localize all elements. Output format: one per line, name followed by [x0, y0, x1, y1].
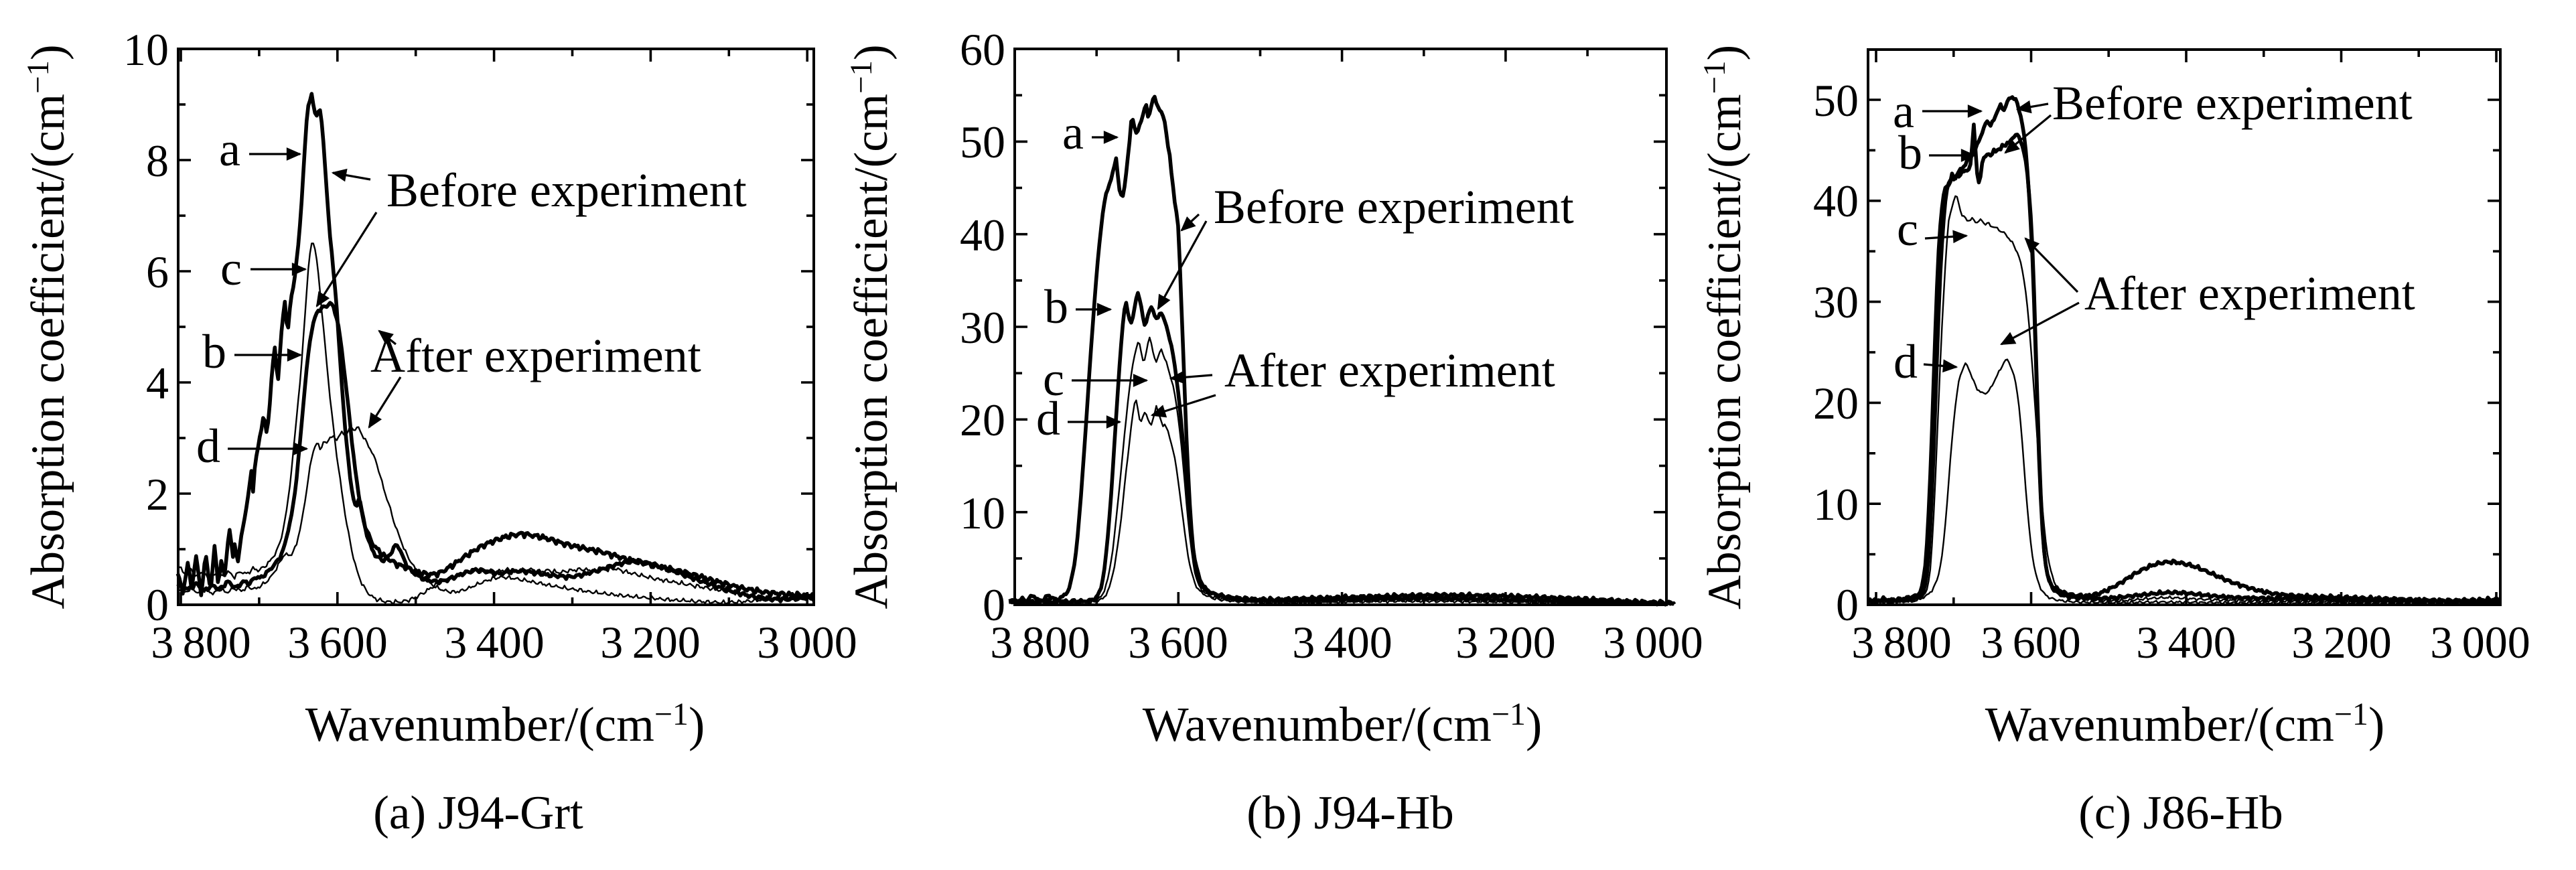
svg-text:8: 8: [146, 135, 169, 186]
svg-text:0: 0: [1836, 579, 1859, 630]
svg-text:a: a: [1893, 84, 1914, 138]
svg-text:3 400: 3 400: [2136, 617, 2236, 668]
svg-text:Absorption coefficient/(cm−1): Absorption coefficient/(cm−1): [21, 44, 74, 609]
svg-text:b: b: [1898, 126, 1922, 179]
svg-text:10: 10: [960, 488, 1005, 538]
svg-text:Wavenumber/(cm−1): Wavenumber/(cm−1): [305, 697, 705, 751]
svg-text:(a) J94-Grt: (a) J94-Grt: [373, 787, 583, 839]
svg-text:3 600: 3 600: [287, 617, 388, 668]
svg-text:Wavenumber/(cm−1): Wavenumber/(cm−1): [1143, 697, 1543, 751]
svg-text:20: 20: [960, 394, 1005, 445]
svg-text:Before experiment: Before experiment: [386, 163, 747, 217]
svg-text:3 000: 3 000: [1603, 617, 1703, 668]
svg-text:0: 0: [146, 579, 169, 630]
svg-text:a: a: [219, 123, 240, 176]
svg-text:3 200: 3 200: [1455, 617, 1556, 668]
svg-text:4: 4: [146, 358, 169, 409]
svg-text:After experiment: After experiment: [2084, 267, 2415, 320]
svg-text:Before experiment: Before experiment: [2052, 76, 2413, 130]
svg-text:2: 2: [146, 469, 169, 520]
svg-text:3 400: 3 400: [1292, 617, 1392, 668]
svg-text:50: 50: [1813, 75, 1859, 126]
svg-text:Before experiment: Before experiment: [1214, 180, 1574, 234]
svg-text:After experiment: After experiment: [1224, 344, 1555, 397]
svg-text:After experiment: After experiment: [370, 329, 701, 382]
svg-text:b: b: [202, 325, 226, 378]
svg-text:3 600: 3 600: [1981, 617, 2081, 668]
svg-text:30: 30: [1813, 277, 1859, 328]
svg-text:6: 6: [146, 246, 169, 297]
svg-text:Absorption coefficient/(cm−1): Absorption coefficient/(cm−1): [1697, 45, 1751, 609]
svg-text:a: a: [1062, 106, 1084, 159]
svg-text:(c) J86-Hb: (c) J86-Hb: [2078, 787, 2283, 839]
svg-text:3 200: 3 200: [600, 617, 701, 668]
svg-text:50: 50: [960, 117, 1005, 167]
svg-text:20: 20: [1813, 378, 1859, 429]
svg-text:3 200: 3 200: [2291, 617, 2392, 668]
svg-text:c: c: [220, 242, 242, 295]
svg-text:0: 0: [983, 579, 1005, 630]
svg-text:Wavenumber/(cm−1): Wavenumber/(cm−1): [1985, 697, 2385, 751]
svg-text:40: 40: [1813, 175, 1859, 226]
svg-text:b: b: [1044, 280, 1068, 334]
svg-text:c: c: [1043, 352, 1064, 406]
svg-text:3 600: 3 600: [1128, 617, 1228, 668]
svg-text:60: 60: [960, 24, 1005, 75]
svg-text:3 000: 3 000: [2430, 617, 2530, 668]
svg-text:Absorption coefficient/(cm−1): Absorption coefficient/(cm−1): [844, 44, 898, 609]
svg-text:d: d: [1036, 392, 1060, 445]
svg-text:d: d: [1893, 335, 1918, 388]
svg-text:c: c: [1897, 202, 1918, 256]
svg-text:30: 30: [960, 302, 1005, 353]
svg-text:3 800: 3 800: [1851, 617, 1952, 668]
svg-text:d: d: [196, 419, 220, 473]
svg-text:3 800: 3 800: [990, 617, 1090, 668]
svg-text:3 800: 3 800: [151, 617, 251, 668]
svg-text:(b) J94-Hb: (b) J94-Hb: [1246, 787, 1454, 839]
svg-text:3 400: 3 400: [444, 617, 545, 668]
svg-text:10: 10: [1813, 479, 1859, 530]
svg-text:10: 10: [123, 24, 169, 75]
svg-text:3 000: 3 000: [757, 617, 857, 668]
svg-text:40: 40: [960, 210, 1005, 261]
